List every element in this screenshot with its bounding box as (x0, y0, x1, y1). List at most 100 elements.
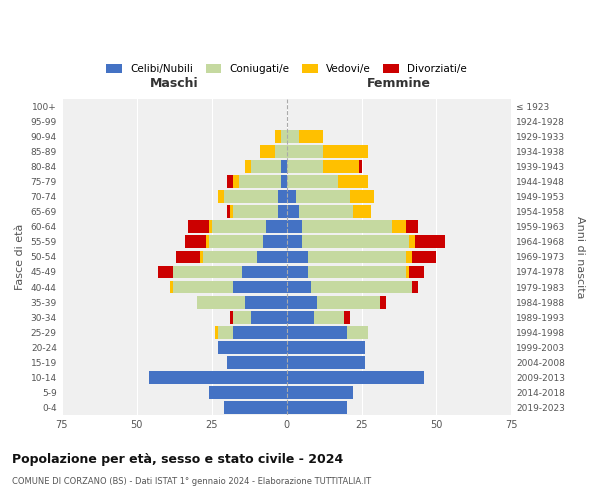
Bar (233, 326, 287, 338)
Bar (200, 250, 203, 264)
Bar (275, 130, 281, 143)
Bar (188, 220, 209, 233)
Bar (406, 220, 418, 233)
Bar (287, 250, 308, 264)
Bar (344, 311, 350, 324)
Bar (308, 250, 406, 264)
Bar (224, 401, 287, 414)
Bar (209, 236, 263, 248)
Bar (281, 130, 287, 143)
Bar (412, 250, 436, 264)
Bar (266, 220, 287, 233)
Bar (263, 236, 287, 248)
Bar (299, 206, 353, 218)
Text: Popolazione per età, sesso e stato civile - 2024: Popolazione per età, sesso e stato civil… (12, 452, 343, 466)
Bar (251, 311, 287, 324)
Bar (278, 190, 287, 203)
Bar (287, 401, 347, 414)
Y-axis label: Fasce di età: Fasce di età (15, 224, 25, 290)
Bar (299, 130, 323, 143)
Bar (275, 145, 287, 158)
Bar (302, 236, 409, 248)
Bar (197, 296, 245, 308)
Bar (230, 311, 233, 324)
Bar (260, 145, 275, 158)
Bar (353, 206, 371, 218)
Bar (302, 220, 392, 233)
Bar (287, 206, 299, 218)
Bar (323, 145, 368, 158)
Bar (173, 280, 233, 293)
Bar (287, 280, 311, 293)
Bar (287, 311, 314, 324)
Bar (350, 190, 374, 203)
Bar (317, 296, 380, 308)
Bar (323, 160, 359, 173)
Bar (233, 175, 239, 188)
Legend: Celibi/Nubili, Coniugati/e, Vedovi/e, Divorziati/e: Celibi/Nubili, Coniugati/e, Vedovi/e, Di… (102, 60, 471, 78)
Bar (242, 266, 287, 278)
Bar (287, 130, 299, 143)
Bar (212, 220, 266, 233)
Bar (158, 266, 173, 278)
Bar (287, 236, 302, 248)
Bar (287, 356, 365, 369)
Bar (215, 326, 218, 338)
Bar (287, 145, 323, 158)
Bar (287, 266, 308, 278)
Bar (227, 356, 287, 369)
Bar (209, 386, 287, 399)
Bar (278, 206, 287, 218)
Bar (380, 296, 386, 308)
Bar (170, 280, 173, 293)
Bar (287, 341, 365, 353)
Bar (257, 250, 287, 264)
Bar (409, 236, 415, 248)
Bar (245, 160, 251, 173)
Bar (287, 175, 338, 188)
Bar (311, 280, 412, 293)
Bar (185, 236, 206, 248)
Bar (218, 190, 224, 203)
Bar (287, 296, 317, 308)
Bar (206, 236, 209, 248)
Bar (287, 160, 323, 173)
Bar (251, 160, 281, 173)
Bar (296, 190, 350, 203)
Bar (314, 311, 344, 324)
Bar (218, 341, 287, 353)
Bar (406, 266, 409, 278)
Bar (338, 175, 368, 188)
Bar (281, 175, 287, 188)
Bar (409, 266, 424, 278)
Bar (287, 326, 347, 338)
Bar (245, 296, 287, 308)
Bar (203, 250, 257, 264)
Bar (149, 371, 287, 384)
Bar (230, 206, 233, 218)
Bar (287, 190, 296, 203)
Bar (173, 266, 242, 278)
Text: COMUNE DI CORZANO (BS) - Dati ISTAT 1° gennaio 2024 - Elaborazione TUTTITALIA.IT: COMUNE DI CORZANO (BS) - Dati ISTAT 1° g… (12, 478, 371, 486)
Bar (359, 160, 362, 173)
Text: Femmine: Femmine (367, 76, 431, 90)
Bar (347, 326, 368, 338)
Bar (227, 206, 230, 218)
Bar (233, 206, 278, 218)
Bar (415, 236, 445, 248)
Bar (233, 311, 251, 324)
Bar (233, 280, 287, 293)
Bar (287, 386, 353, 399)
Y-axis label: Anni di nascita: Anni di nascita (575, 216, 585, 298)
Bar (308, 266, 406, 278)
Bar (392, 220, 406, 233)
Bar (218, 326, 233, 338)
Bar (224, 190, 278, 203)
Bar (227, 175, 233, 188)
Bar (406, 250, 412, 264)
Bar (281, 160, 287, 173)
Bar (287, 371, 424, 384)
Bar (176, 250, 200, 264)
Bar (412, 280, 418, 293)
Bar (239, 175, 281, 188)
